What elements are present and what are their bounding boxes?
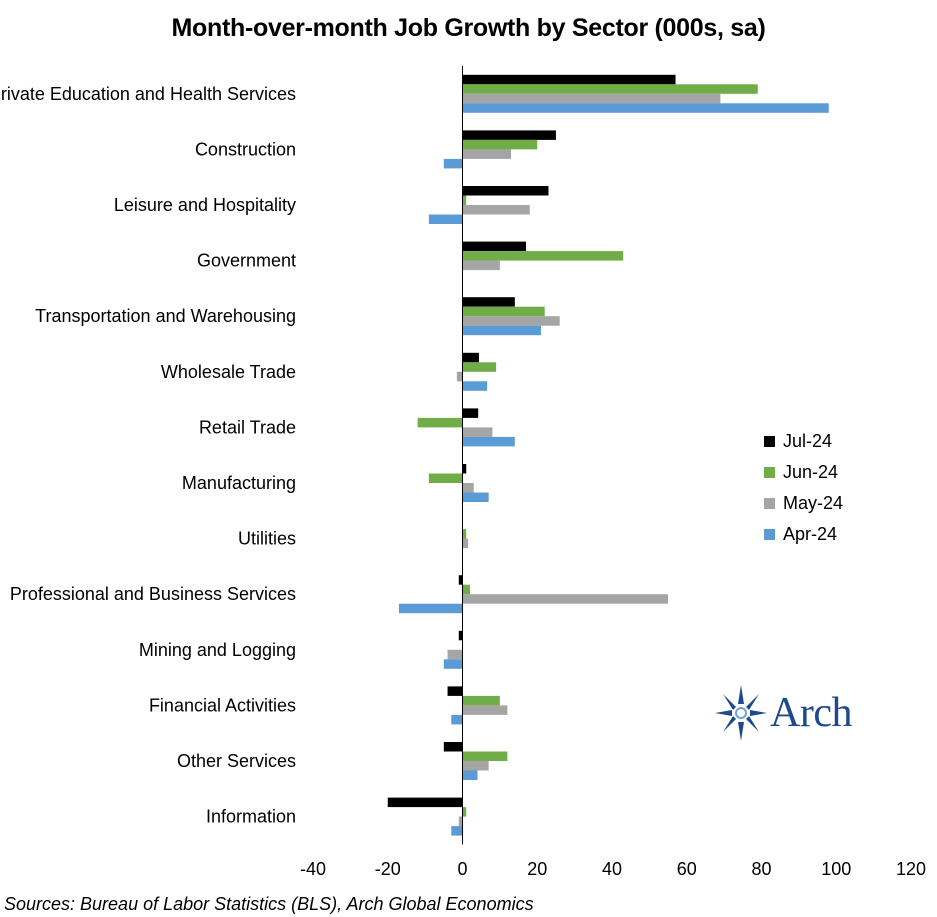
x-tick-label: 80 [751, 859, 771, 879]
bar-Jun-24-8 [462, 529, 467, 539]
bar-Jun-24-1 [462, 139, 538, 150]
bar-May-24-8 [462, 538, 469, 549]
legend-item: Jun-24 [764, 457, 843, 488]
x-tick-label: 100 [821, 859, 851, 879]
bar-Jul-24-9 [458, 575, 463, 585]
bar-May-24-0 [462, 93, 721, 104]
category-label: Information [206, 807, 296, 827]
bar-Apr-24-12 [462, 770, 478, 780]
bar-Jun-24-11 [462, 695, 500, 706]
bar-Jul-24-3 [462, 241, 527, 252]
bar-Jul-24-4 [462, 297, 515, 307]
bar-Jul-24-10 [458, 630, 463, 641]
legend-item: Apr-24 [764, 519, 843, 550]
category-label: Utilities [238, 529, 296, 549]
x-tick-label: 0 [457, 859, 467, 879]
x-tick-label: 40 [602, 859, 622, 879]
legend-swatch [764, 529, 775, 540]
x-tick-label: 120 [896, 859, 926, 879]
category-label: Other Services [177, 751, 296, 771]
bar-Jun-24-12 [462, 751, 508, 761]
category-label: Retail Trade [199, 417, 296, 437]
bars-layer [387, 74, 829, 836]
bar-Jul-24-2 [462, 186, 549, 196]
chart-title: Month-over-month Job Growth by Sector (0… [171, 14, 766, 42]
category-label: Wholesale Trade [161, 362, 296, 382]
bar-Apr-24-1 [443, 158, 463, 169]
bar-Jun-24-5 [462, 362, 497, 372]
bar-Jul-24-11 [447, 686, 463, 696]
category-labels: Private Education and Health Services Con… [0, 84, 296, 827]
bar-Jul-24-12 [443, 742, 463, 752]
bar-Jul-24-0 [462, 74, 676, 85]
bar-Apr-24-2 [428, 214, 463, 224]
category-label: Construction [195, 139, 296, 159]
legend-label: Jun-24 [783, 462, 839, 482]
x-tick-label: -40 [300, 859, 326, 879]
bar-May-24-1 [462, 149, 512, 159]
legend: Jul-24 Jun-24 May-24 Apr-24 [764, 426, 843, 550]
bar-May-24-6 [462, 427, 493, 437]
bar-Apr-24-7 [462, 492, 489, 502]
bar-Apr-24-13 [451, 826, 463, 836]
x-tick-label: 60 [677, 859, 697, 879]
bar-Jul-24-13 [387, 797, 463, 808]
bar-Jun-24-7 [428, 473, 463, 483]
x-tick-label: -20 [375, 859, 401, 879]
bar-Apr-24-10 [443, 659, 463, 669]
bar-Apr-24-6 [462, 436, 515, 447]
bar-Jul-24-5 [462, 352, 479, 363]
bar-May-24-11 [462, 705, 508, 715]
bar-Jul-24-7 [462, 464, 467, 474]
bar-Apr-24-5 [462, 381, 488, 391]
x-tick-label: 20 [527, 859, 547, 879]
legend-swatch [764, 436, 775, 447]
category-label: Government [197, 251, 296, 271]
legend-item: May-24 [764, 488, 843, 519]
bar-Apr-24-4 [462, 325, 541, 336]
bar-Jun-24-13 [462, 807, 467, 817]
bar-Jul-24-6 [462, 408, 479, 418]
arch-logo: Arch [714, 684, 852, 742]
category-label: Mining and Logging [139, 640, 296, 660]
bar-Jun-24-9 [462, 584, 470, 595]
bar-Jun-24-3 [462, 251, 624, 261]
logo-text: Arch [770, 690, 852, 736]
category-label: Manufacturing [182, 473, 296, 493]
bar-Apr-24-11 [451, 714, 463, 725]
bar-May-24-4 [462, 316, 560, 326]
bar-Jul-24-1 [462, 130, 556, 140]
bar-Jun-24-6 [417, 417, 463, 428]
category-label: Professional and Business Services [10, 584, 296, 604]
legend-swatch [764, 467, 775, 478]
legend-label: Jul-24 [783, 431, 833, 451]
bar-May-24-7 [462, 483, 474, 493]
arch-star-icon [715, 685, 767, 741]
legend-swatch [764, 498, 775, 509]
bar-Apr-24-9 [398, 603, 463, 614]
category-label: Leisure and Hospitality [114, 195, 296, 215]
legend-label: May-24 [783, 493, 844, 513]
bar-Jun-24-2 [462, 195, 467, 205]
bar-May-24-13 [458, 816, 463, 827]
bar-May-24-5 [456, 371, 463, 382]
bar-Apr-24-0 [462, 103, 829, 113]
category-label: Private Education and Health Services [0, 84, 296, 104]
bar-May-24-2 [462, 205, 530, 215]
bar-May-24-12 [462, 761, 489, 771]
source-note: Sources: Bureau of Labor Statistics (BLS… [4, 894, 534, 914]
category-label: Transportation and Warehousing [35, 306, 296, 326]
bar-May-24-9 [462, 594, 669, 604]
bar-May-24-3 [462, 260, 500, 271]
x-axis: -40 -20 0 20 40 60 80 100 120 [300, 66, 926, 879]
legend-label: Apr-24 [783, 524, 838, 544]
bar-Jun-24-0 [462, 84, 758, 94]
bar-Jun-24-4 [462, 306, 545, 317]
legend-item: Jul-24 [764, 426, 843, 457]
bar-May-24-10 [447, 649, 463, 660]
category-label: Financial Activities [149, 695, 296, 715]
